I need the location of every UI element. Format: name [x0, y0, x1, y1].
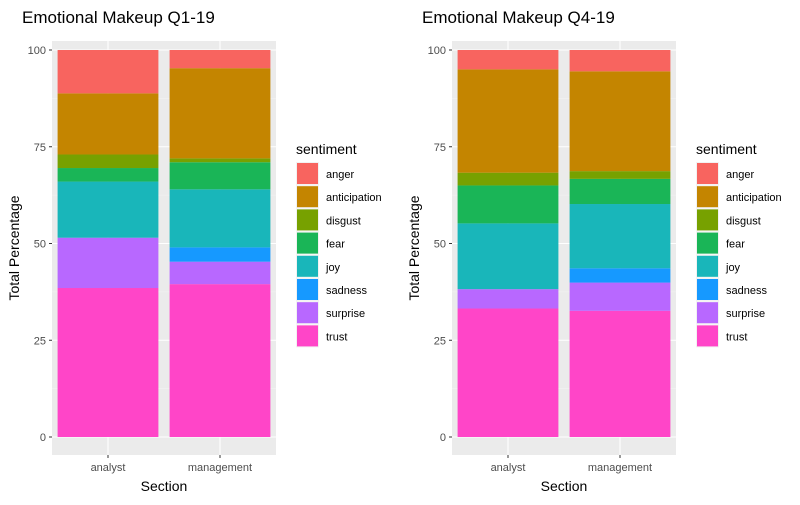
y-axis-title: Total Percentage [406, 195, 422, 300]
legend-swatch-joy [697, 255, 718, 277]
bar-segment-disgust-analyst [457, 172, 559, 186]
bar-segment-anticipation-analyst [57, 93, 159, 155]
legend-label-surprise: surprise [726, 308, 765, 320]
bar-segment-trust-management [169, 284, 271, 437]
legend-label-fear: fear [726, 239, 745, 251]
chart-title: Emotional Makeup Q4-19 [422, 8, 615, 27]
bar-segment-joy-analyst [457, 223, 559, 290]
legend-swatch-sadness [297, 279, 318, 300]
legend-swatch-sadness [697, 279, 718, 300]
bar-segment-joy-analyst [57, 181, 159, 238]
legend-label-disgust: disgust [726, 215, 761, 227]
legend-swatch-trust [697, 325, 718, 347]
y-tick-label: 50 [34, 239, 46, 251]
bar-segment-disgust-analyst [57, 154, 159, 169]
bar-segment-fear-management [569, 178, 671, 205]
legend-label-anger: anger [726, 169, 754, 181]
legend-title: sentiment [696, 141, 757, 157]
bar-segment-disgust-management [569, 171, 671, 179]
y-tick-label: 25 [34, 335, 46, 347]
y-tick-label: 100 [28, 45, 46, 57]
bar-segment-disgust-management [169, 158, 271, 163]
legend: sentiment anger anticipation disgust fear joy… [296, 141, 382, 348]
x-tick-label: management [588, 462, 652, 474]
bar-segment-surprise-management [169, 261, 271, 285]
x-tick-label: analyst [491, 462, 526, 474]
legend: sentiment anger anticipation disgust fear joy… [696, 141, 782, 348]
y-tick-label: 0 [40, 432, 46, 444]
x-tick-label: management [188, 462, 252, 474]
legend-label-sadness: sadness [726, 285, 767, 297]
bar-segment-trust-management [569, 310, 671, 437]
bar-segment-surprise-analyst [57, 237, 159, 289]
bar-segment-anticipation-management [169, 68, 271, 159]
bar-segment-trust-analyst [57, 288, 159, 437]
legend-label-fear: fear [326, 239, 345, 251]
y-tick-label: 100 [428, 45, 446, 57]
chart-title: Emotional Makeup Q1-19 [22, 8, 215, 27]
y-axis-title: Total Percentage [6, 195, 22, 300]
legend-title: sentiment [296, 141, 357, 157]
legend-swatch-trust [297, 325, 318, 347]
y-tick-label: 0 [440, 432, 446, 444]
bar-segment-anger-analyst [57, 50, 159, 94]
bar-segment-trust-analyst [457, 308, 559, 437]
bar-segment-fear-management [169, 162, 271, 190]
legend-swatch-anticipation [297, 186, 318, 208]
legend-label-disgust: disgust [326, 215, 361, 227]
legend-label-trust: trust [726, 331, 747, 343]
bar-segment-anger-management [569, 50, 671, 72]
bar-segment-anger-management [169, 50, 271, 69]
y-tick-label: 75 [34, 142, 46, 154]
bar-segment-anger-analyst [457, 50, 559, 70]
bar-segment-fear-analyst [457, 185, 559, 224]
bar-segment-sadness-management [169, 247, 271, 262]
legend-label-joy: joy [325, 262, 341, 274]
legend-swatch-anger [697, 163, 718, 184]
legend-swatch-anger [297, 163, 318, 184]
legend-label-anticipation: anticipation [726, 192, 782, 204]
bar-segment-surprise-analyst [457, 289, 559, 309]
legend-label-sadness: sadness [326, 285, 367, 297]
legend-swatch-fear [297, 232, 318, 254]
y-tick-label: 50 [434, 239, 446, 251]
bar-segment-joy-management [169, 189, 271, 248]
legend-label-trust: trust [326, 331, 347, 343]
legend-swatch-joy [297, 255, 318, 277]
legend-swatch-disgust [297, 209, 318, 231]
chart-panel-1: Emotional Makeup Q1-19 0 25 50 75 100 analyst m… [6, 8, 382, 494]
legend-label-surprise: surprise [326, 308, 365, 320]
legend-label-anticipation: anticipation [326, 192, 382, 204]
bar-segment-fear-analyst [57, 168, 159, 182]
legend-swatch-surprise [297, 302, 318, 324]
legend-swatch-disgust [697, 209, 718, 231]
legend-swatch-fear [697, 232, 718, 254]
bar-segment-sadness-management [569, 268, 671, 283]
bar-segment-surprise-management [569, 282, 671, 311]
legend-label-joy: joy [725, 262, 741, 274]
bar-segment-anticipation-analyst [457, 69, 559, 173]
y-tick-label: 25 [434, 335, 446, 347]
x-tick-label: analyst [91, 462, 126, 474]
y-tick-label: 75 [434, 142, 446, 154]
x-axis-title: Section [141, 478, 188, 494]
legend-label-anger: anger [326, 169, 354, 181]
x-axis-title: Section [541, 478, 588, 494]
bar-segment-anticipation-management [569, 71, 671, 172]
chart-panel-2: Emotional Makeup Q4-19 0 25 50 75 100 analyst m… [406, 8, 782, 494]
legend-swatch-anticipation [697, 186, 718, 208]
bar-segment-joy-management [569, 204, 671, 269]
legend-swatch-surprise [697, 302, 718, 324]
